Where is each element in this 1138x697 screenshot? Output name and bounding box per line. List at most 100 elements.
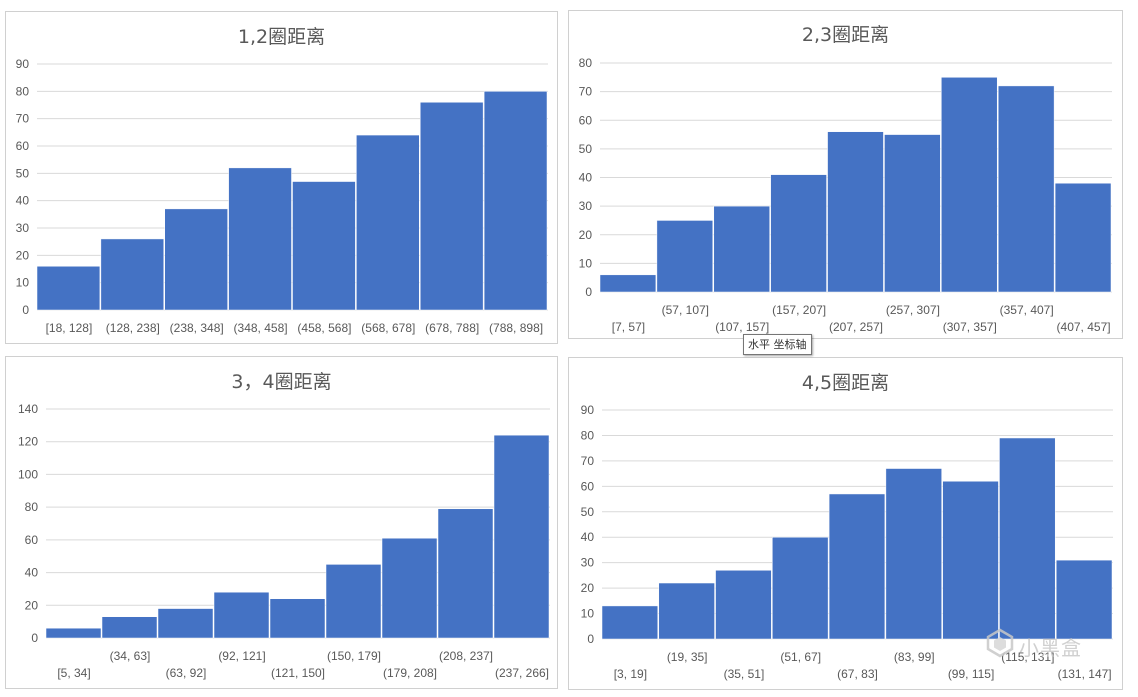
y-tick-label: 20 — [581, 581, 595, 595]
histogram-bar[interactable] — [437, 508, 494, 639]
y-tick-label: 60 — [25, 533, 39, 547]
histogram-bar[interactable] — [164, 208, 228, 311]
watermark-text: 小黑盒 — [1019, 636, 1082, 660]
y-tick-label: 60 — [581, 479, 595, 493]
y-tick-label: 0 — [31, 631, 38, 645]
histogram-bar[interactable] — [601, 605, 659, 640]
y-tick-label: 50 — [579, 142, 593, 156]
histogram-bar[interactable] — [772, 536, 829, 640]
histogram-bar[interactable] — [493, 434, 550, 639]
y-tick-label: 140 — [18, 402, 38, 416]
y-tick-label: 70 — [579, 85, 593, 99]
histogram-bar[interactable] — [100, 238, 164, 311]
histogram-bar[interactable] — [213, 591, 270, 639]
chart-panel-1[interactable]: 1,2圈距离 0 10 20 30 40 50 60 70 80 90 [18, 128] (128,… — [5, 11, 558, 344]
histogram-bar[interactable] — [715, 570, 772, 640]
chart-title: 2,3圈距离 — [801, 24, 890, 46]
y-tick-label: 80 — [581, 428, 595, 442]
histogram-bar[interactable] — [997, 85, 1055, 293]
y-tick-label: 20 — [16, 248, 30, 262]
chart-title: 1,2圈距离 — [237, 26, 326, 48]
y-tick-label: 80 — [25, 500, 39, 514]
x-tick-label: (63, 92] — [166, 666, 207, 680]
y-tick-label: 120 — [18, 435, 38, 449]
x-tick-label: (157, 207] — [772, 303, 826, 317]
histogram-bar[interactable] — [36, 266, 101, 311]
histogram-plot: 0 10 20 30 40 50 60 70 80 90 [3, 19] (19, 35] (35, 5… — [581, 403, 1113, 681]
x-tick-label: (121, 150] — [271, 666, 325, 680]
histogram-bar[interactable] — [157, 608, 214, 639]
histogram-bar[interactable] — [942, 480, 999, 640]
histogram-bar[interactable] — [770, 174, 827, 293]
histogram-bar[interactable] — [101, 616, 158, 639]
histogram-bar[interactable] — [292, 181, 356, 311]
chart-panel-4[interactable]: 4,5圈距离 0 10 20 30 40 50 60 70 80 90 [3, 19] (19, 35… — [568, 357, 1123, 690]
x-tick-label: (115, 131] — [1001, 650, 1054, 664]
x-tick-label: (568, 678] — [361, 321, 415, 335]
x-tick-label: (458, 568] — [297, 321, 351, 335]
x-tick-label: [3, 19] — [614, 667, 647, 681]
x-tick-label: (99, 115] — [948, 667, 994, 681]
histogram-bar[interactable] — [420, 102, 484, 311]
histogram-bar[interactable] — [999, 437, 1056, 640]
x-tick-label: [18, 128] — [46, 321, 93, 335]
y-tick-label: 100 — [18, 467, 38, 481]
x-tick-label: (179, 208] — [383, 666, 437, 680]
y-tick-label: 90 — [16, 57, 30, 71]
x-tick-label: (150, 179] — [327, 649, 381, 663]
y-tick-label: 70 — [581, 454, 595, 468]
histogram-bar[interactable] — [356, 134, 420, 311]
watermark: 小黑盒 — [985, 628, 1125, 662]
x-tick-label: (348, 458] — [234, 321, 288, 335]
x-tick-label: (107, 157] — [715, 320, 769, 334]
histogram-bar[interactable] — [827, 131, 884, 293]
histogram-bar[interactable] — [483, 91, 548, 311]
histogram-bar[interactable] — [885, 468, 942, 640]
x-tick-label: (51, 67] — [780, 650, 821, 664]
y-tick-label: 40 — [581, 530, 595, 544]
y-tick-label: 90 — [581, 403, 595, 417]
histogram-plot: 0 20 40 60 80 100 120 140 [5, 34] (34, 63] (63, 92… — [18, 402, 550, 680]
x-tick-label: (257, 307] — [886, 303, 940, 317]
histogram-bar[interactable] — [381, 537, 438, 639]
x-tick-label: (207, 257] — [829, 320, 883, 334]
y-tick-label: 0 — [585, 285, 592, 299]
x-tick-label: (357, 407] — [1000, 303, 1054, 317]
y-tick-label: 30 — [581, 556, 595, 570]
histogram-bar[interactable] — [884, 134, 941, 293]
y-tick-label: 20 — [579, 228, 593, 242]
x-tick-label: (208, 237] — [439, 649, 493, 663]
histogram-bar[interactable] — [228, 167, 292, 311]
histogram-plot: 0 10 20 30 40 50 60 70 80 90 [18, 128] (128, 238] (2… — [16, 57, 548, 335]
y-tick-label: 60 — [16, 139, 30, 153]
chart-panel-3[interactable]: 3，4圈距离 0 20 40 60 80 100 120 140 [5, 34] (34, 63]… — [5, 356, 558, 689]
histogram-bar[interactable] — [45, 627, 102, 639]
x-tick-label: (34, 63] — [110, 649, 151, 663]
chart-panel-2[interactable]: 2,3圈距离 0 10 20 30 40 50 60 70 80 [7, 57] (57, 107]… — [568, 10, 1123, 339]
y-tick-label: 30 — [16, 221, 30, 235]
x-tick-label: (131, 147] — [1058, 667, 1112, 681]
x-tick-label: (678, 788] — [425, 321, 479, 335]
y-tick-label: 40 — [25, 566, 39, 580]
histogram-bar[interactable] — [599, 274, 657, 293]
x-tick-label: (35, 51] — [724, 667, 765, 681]
x-tick-label: (788, 898] — [489, 321, 543, 335]
histogram-bar[interactable] — [325, 564, 382, 639]
y-tick-label: 0 — [587, 632, 594, 646]
histogram-bar[interactable] — [1054, 182, 1112, 293]
y-tick-label: 40 — [16, 194, 30, 208]
x-tick-label: (407, 457] — [1057, 320, 1111, 334]
histogram-bar[interactable] — [941, 77, 998, 293]
histogram-bar[interactable] — [269, 598, 326, 639]
histogram-plot: 0 10 20 30 40 50 60 70 80 [7, 57] (57, 107] (107, 1… — [579, 56, 1112, 334]
histogram-bar[interactable] — [828, 493, 886, 640]
y-tick-label: 30 — [579, 199, 593, 213]
y-tick-label: 20 — [25, 598, 39, 612]
x-tick-label: [7, 57] — [612, 320, 645, 334]
histogram-bar[interactable] — [656, 220, 714, 293]
histogram-bar[interactable] — [713, 205, 770, 293]
x-tick-label: (57, 107] — [662, 303, 709, 317]
histogram-bar[interactable] — [658, 582, 715, 640]
y-tick-label: 10 — [579, 256, 593, 270]
histogram-bar[interactable] — [1055, 559, 1113, 640]
